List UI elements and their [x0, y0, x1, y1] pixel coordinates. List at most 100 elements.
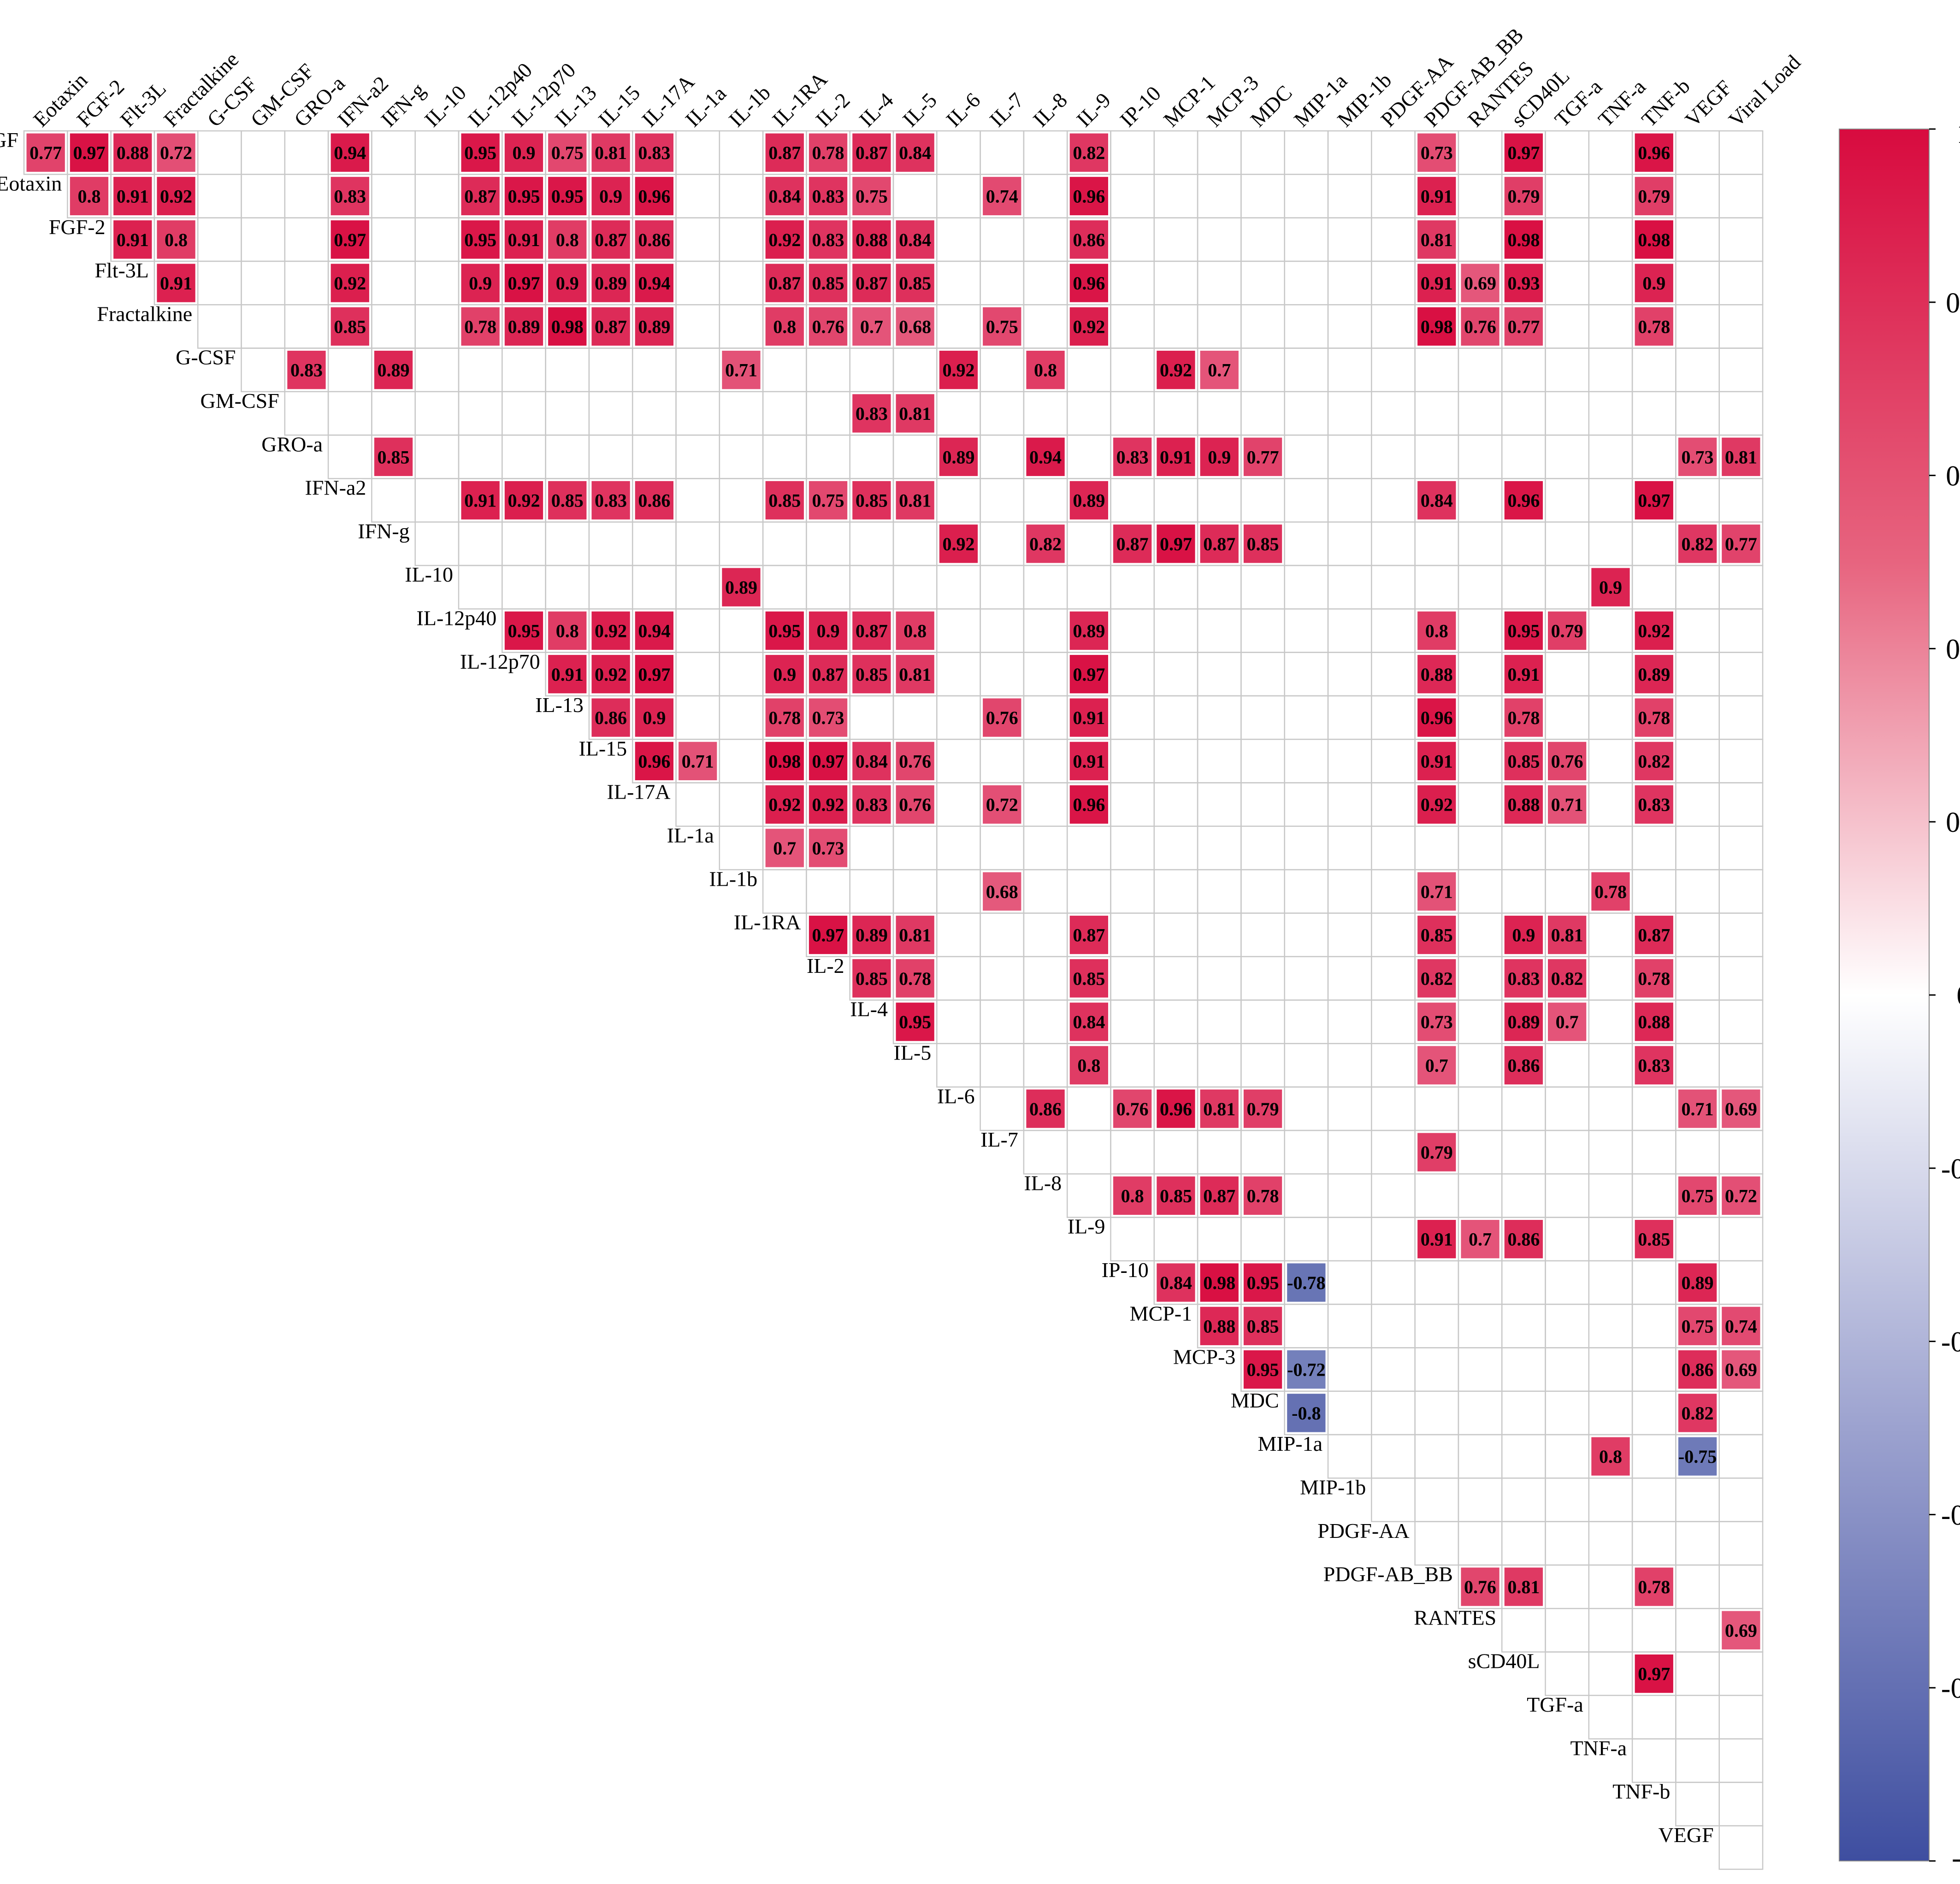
cell-fill [503, 219, 545, 260]
row-label-il-8: IL-8 [1024, 1171, 1062, 1195]
grid-cell [1458, 1347, 1503, 1392]
cell-fill [894, 262, 936, 304]
cell-value: 0.8 [1425, 620, 1448, 641]
grid-cell [1588, 738, 1633, 783]
grid-cell [588, 347, 633, 393]
grid-cell [1588, 956, 1633, 1001]
cell-fill [1416, 479, 1458, 521]
cell-value: 0.78 [464, 316, 496, 337]
grid-cell [892, 174, 938, 218]
heatmap-cell-flt-3l-il-2: 0.85 [807, 262, 849, 304]
grid-cell [1153, 825, 1198, 871]
grid-cell [1110, 956, 1155, 1001]
grid-cell [632, 391, 677, 436]
grid-cell [1023, 130, 1068, 175]
cell-value: 0.83 [1116, 447, 1149, 467]
cell-fill [1198, 1088, 1240, 1130]
grid-cell [1023, 695, 1068, 740]
grid-cell [1284, 565, 1329, 610]
heatmap-cell-il-8-mcp-1: 0.85 [1155, 1175, 1197, 1216]
grid-cell [414, 174, 460, 218]
grid-cell [936, 869, 981, 914]
cell-value: 0.82 [1682, 1403, 1714, 1424]
row-label-egf: EGF [0, 128, 18, 152]
cell-fill [807, 784, 849, 825]
cell-fill [460, 306, 501, 347]
cell-value: 0.7 [860, 316, 883, 337]
grid-cell [1284, 913, 1329, 957]
grid-cell [1718, 1043, 1764, 1088]
grid-cell [1284, 652, 1329, 697]
cell-fill [1068, 914, 1110, 956]
grid-cell [632, 565, 677, 610]
row-label-il-1b: IL-1b [709, 867, 757, 890]
heatmap-cell-il-13-il-1ra: 0.78 [764, 697, 805, 738]
grid-cell [1545, 1434, 1590, 1479]
grid-cell [1675, 478, 1720, 523]
grid-cell [1631, 1434, 1677, 1479]
cell-fill [981, 175, 1023, 217]
cell-value: 0.95 [1247, 1360, 1279, 1380]
cell-value: 0.69 [1725, 1620, 1757, 1641]
cell-value: 0.81 [1421, 230, 1453, 250]
grid-cell [1066, 1086, 1111, 1131]
grid-cell [1545, 1217, 1590, 1262]
grid-cell [1458, 1303, 1503, 1348]
heatmap-cell-fractalkine-il-12p40: 0.78 [460, 306, 501, 347]
cell-value: 0.92 [334, 273, 366, 294]
heatmap-cell-flt-3l-il-1ra: 0.87 [764, 262, 805, 304]
grid-cell [1110, 565, 1155, 610]
heatmap-cell-il-5-il-9: 0.8 [1068, 1044, 1110, 1086]
heatmap-cell-il-15-il-1a: 0.71 [677, 740, 719, 782]
cell-fill [1547, 1001, 1588, 1042]
grid-cell [414, 521, 460, 566]
grid-cell [1110, 869, 1155, 914]
cell-value: 0.87 [1116, 534, 1149, 554]
grid-cell [1371, 652, 1416, 697]
cell-fill [851, 610, 892, 652]
grid-cell [1458, 1478, 1503, 1522]
cell-value: 0.97 [334, 230, 366, 250]
heatmap-cell-g-csf-il-6: 0.92 [938, 349, 980, 391]
heatmap-cell-mcp-3-vegf: 0.86 [1677, 1348, 1718, 1390]
cell-value: 0.84 [1073, 1012, 1105, 1032]
grid-cell [1718, 478, 1764, 523]
column-label-il-4: IL-4 [855, 88, 898, 131]
grid-cell [1371, 1434, 1416, 1479]
grid-cell [414, 217, 460, 262]
cell-fill [764, 827, 805, 869]
cell-value: 0.92 [1160, 360, 1192, 381]
grid-cell [1240, 174, 1285, 218]
cell-fill [981, 871, 1023, 912]
grid-cell [1110, 825, 1155, 871]
grid-cell [1588, 347, 1633, 393]
grid-cell [1718, 1260, 1764, 1305]
cell-value: 0.8 [1599, 1446, 1622, 1467]
cell-value: 0.81 [899, 490, 931, 511]
grid-cell [1110, 130, 1155, 175]
cell-value: 0.8 [556, 230, 579, 250]
heatmap-cell-il-6-viral-load: 0.69 [1720, 1088, 1762, 1130]
grid-cell [284, 174, 329, 218]
cell-value: 0.79 [1507, 186, 1540, 206]
cell-value: 0.91 [464, 490, 496, 511]
heatmap-cell-eotaxin-il-17a: 0.96 [633, 175, 675, 217]
cell-value: 0.83 [595, 490, 627, 511]
cell-value: 0.83 [1638, 1055, 1670, 1076]
cell-value: 0.76 [1551, 751, 1583, 771]
heatmap-cell-g-csf-ifn-g: 0.89 [372, 349, 414, 391]
cell-value: 0.7 [1469, 1229, 1492, 1250]
heatmap-cell-il-10-tnf-a: 0.9 [1590, 566, 1631, 608]
grid-cell [1414, 565, 1459, 610]
cell-value: 0.83 [856, 403, 888, 424]
grid-cell [762, 391, 807, 436]
grid-cell [371, 130, 416, 175]
grid-cell [1023, 565, 1068, 610]
grid-cell [719, 695, 764, 740]
grid-cell [1153, 1217, 1198, 1262]
cell-fill [764, 784, 805, 825]
grid-cell [1458, 1260, 1503, 1305]
heatmap-cell-fractalkine-tnf-b: 0.78 [1633, 306, 1675, 347]
grid-cell [1588, 1303, 1633, 1348]
grid-cell [502, 521, 546, 566]
